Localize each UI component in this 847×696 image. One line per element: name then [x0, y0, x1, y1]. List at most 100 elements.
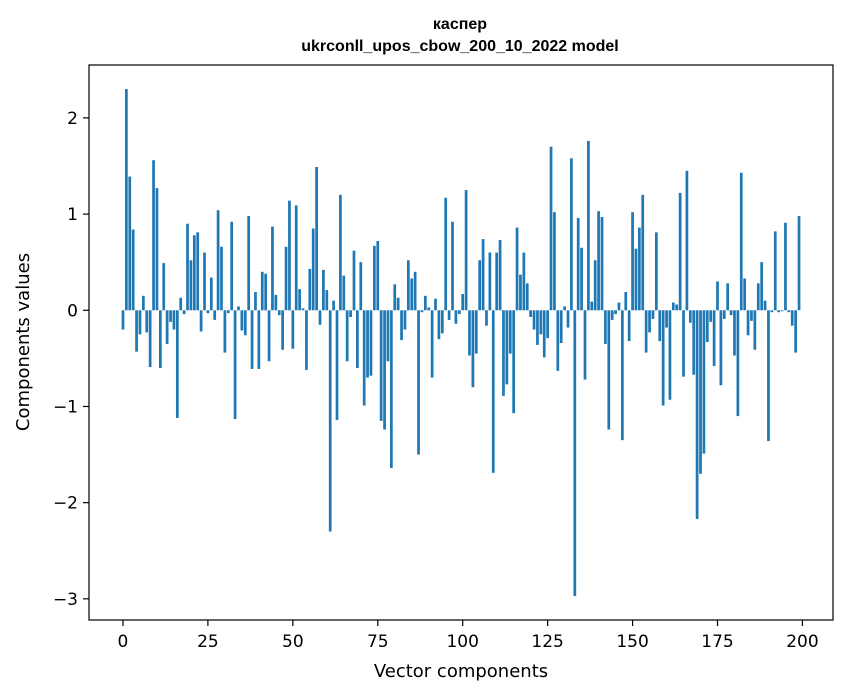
bar-component-28	[216, 210, 220, 311]
bar-component-148	[624, 292, 628, 311]
bar-component-140	[597, 211, 600, 311]
bar-component-192	[773, 231, 777, 311]
bar-component-130	[563, 306, 566, 311]
bar-component-84	[406, 260, 410, 311]
bar-component-100	[461, 293, 465, 311]
bar-component-91	[430, 310, 434, 378]
bar-component-75	[376, 241, 380, 311]
bar-component-101	[464, 190, 468, 311]
bar-component-136	[583, 310, 587, 380]
bar-component-13	[165, 310, 169, 344]
x-tick-label: 150	[616, 632, 648, 652]
bar-component-63	[335, 310, 339, 420]
bar-component-160	[665, 310, 668, 328]
bar-component-167	[688, 310, 692, 323]
bar-component-26	[209, 277, 213, 311]
bar-component-107	[485, 310, 488, 326]
bar-component-90	[427, 307, 431, 311]
bar-component-161	[668, 310, 672, 400]
bar-component-191	[770, 310, 774, 313]
bar-component-3	[131, 229, 135, 311]
bar-component-172	[705, 310, 709, 343]
bar-component-14	[169, 310, 172, 322]
bar-component-142	[604, 310, 607, 344]
bar-component-110	[495, 252, 499, 311]
bar-component-40	[257, 310, 261, 369]
bar-component-62	[332, 300, 335, 311]
bar-component-125	[546, 310, 549, 339]
bar-component-97	[451, 221, 454, 311]
bar-component-73	[369, 310, 373, 376]
bar-component-12	[162, 263, 166, 311]
bar-component-42	[264, 273, 268, 311]
bar-component-33	[233, 310, 237, 419]
bar-component-54	[305, 310, 308, 370]
bar-component-68	[352, 250, 356, 311]
y-tick-label: −3	[53, 590, 78, 610]
bar-component-44	[271, 226, 274, 311]
bar-component-134	[576, 217, 580, 311]
bar-component-35	[240, 310, 244, 331]
bar-component-10	[155, 188, 159, 311]
bar-component-116	[515, 227, 519, 311]
bar-component-16	[175, 310, 179, 419]
x-tick-label: 100	[446, 632, 478, 652]
bar-component-190	[767, 310, 770, 442]
bar-component-132	[570, 158, 573, 311]
bar-component-49	[288, 200, 291, 311]
bar-component-56	[311, 228, 315, 311]
x-tick-label: 0	[118, 632, 129, 652]
bar-component-147	[621, 310, 624, 441]
bar-component-178	[726, 283, 730, 311]
bar-component-105	[478, 260, 482, 311]
bar-series	[121, 89, 801, 596]
bar-component-171	[702, 310, 706, 454]
bar-component-144	[610, 310, 614, 320]
x-tick-label: 75	[367, 632, 389, 652]
chart-subtitle: ukrconll_upos_cbow_200_10_2022 model	[301, 38, 618, 55]
bar-component-166	[685, 170, 689, 311]
bar-component-128	[556, 310, 560, 371]
bar-component-29	[220, 246, 223, 311]
bar-component-92	[434, 298, 437, 311]
bar-component-189	[763, 300, 767, 311]
bar-component-96	[447, 310, 451, 320]
bar-component-127	[553, 212, 556, 311]
bar-component-158	[658, 310, 662, 342]
bar-component-195	[784, 222, 787, 311]
bar-component-194	[780, 310, 784, 312]
y-axis-label: Components values	[13, 253, 34, 431]
bar-component-72	[366, 310, 369, 378]
bar-component-196	[787, 310, 791, 313]
bar-component-183	[743, 278, 747, 311]
bar-component-25	[206, 310, 210, 314]
bar-component-81	[396, 297, 400, 311]
bar-component-117	[519, 274, 522, 311]
bar-component-108	[488, 252, 492, 311]
bar-component-17	[179, 297, 183, 311]
y-tick-label: 0	[67, 301, 78, 321]
bar-component-185	[750, 310, 753, 321]
bar-component-53	[301, 308, 305, 311]
bar-component-50	[291, 310, 295, 349]
bar-component-24	[203, 252, 206, 311]
plot-frame	[88, 64, 834, 621]
bar-component-106	[481, 239, 485, 311]
bar-component-9	[152, 160, 155, 311]
bar-component-123	[539, 310, 543, 335]
bar-component-174	[712, 310, 716, 367]
bar-component-11	[158, 310, 162, 368]
bar-component-112	[502, 310, 505, 396]
bar-component-38	[250, 310, 254, 369]
chart-title: каспер	[433, 16, 487, 33]
bar-component-198	[794, 310, 797, 353]
bar-component-39	[254, 292, 257, 311]
y-axis: −3 −2 −1 0 1 2	[53, 109, 89, 610]
bar-component-176	[719, 310, 723, 386]
x-tick-label: 25	[197, 632, 219, 652]
bar-component-52	[298, 289, 301, 311]
bar-component-102	[468, 310, 471, 356]
bar-component-151	[634, 248, 638, 311]
bar-component-80	[393, 284, 397, 311]
